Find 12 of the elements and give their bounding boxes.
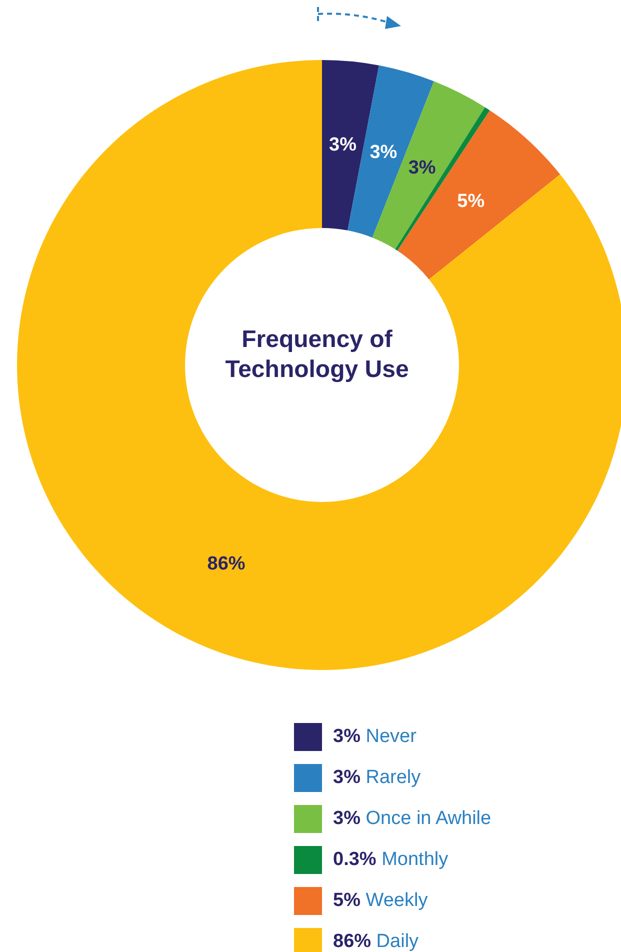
legend-label: 5% Weekly: [333, 890, 428, 910]
legend-label: 3% Never: [333, 726, 416, 746]
data-label: 3%: [329, 134, 357, 156]
data-label: 86%: [207, 554, 246, 575]
legend-label: 3% Once in Awhile: [333, 808, 492, 828]
data-label: 3%: [370, 142, 398, 164]
legend-label: 86% Daily: [333, 930, 419, 952]
data-label: 5%: [457, 191, 485, 212]
legend-label: 3% Rarely: [333, 766, 421, 788]
legend-label: 0.3% Monthly: [333, 848, 448, 870]
text: Frequency of Technology Use: [224, 325, 410, 385]
data-label: 3%: [408, 157, 436, 178]
